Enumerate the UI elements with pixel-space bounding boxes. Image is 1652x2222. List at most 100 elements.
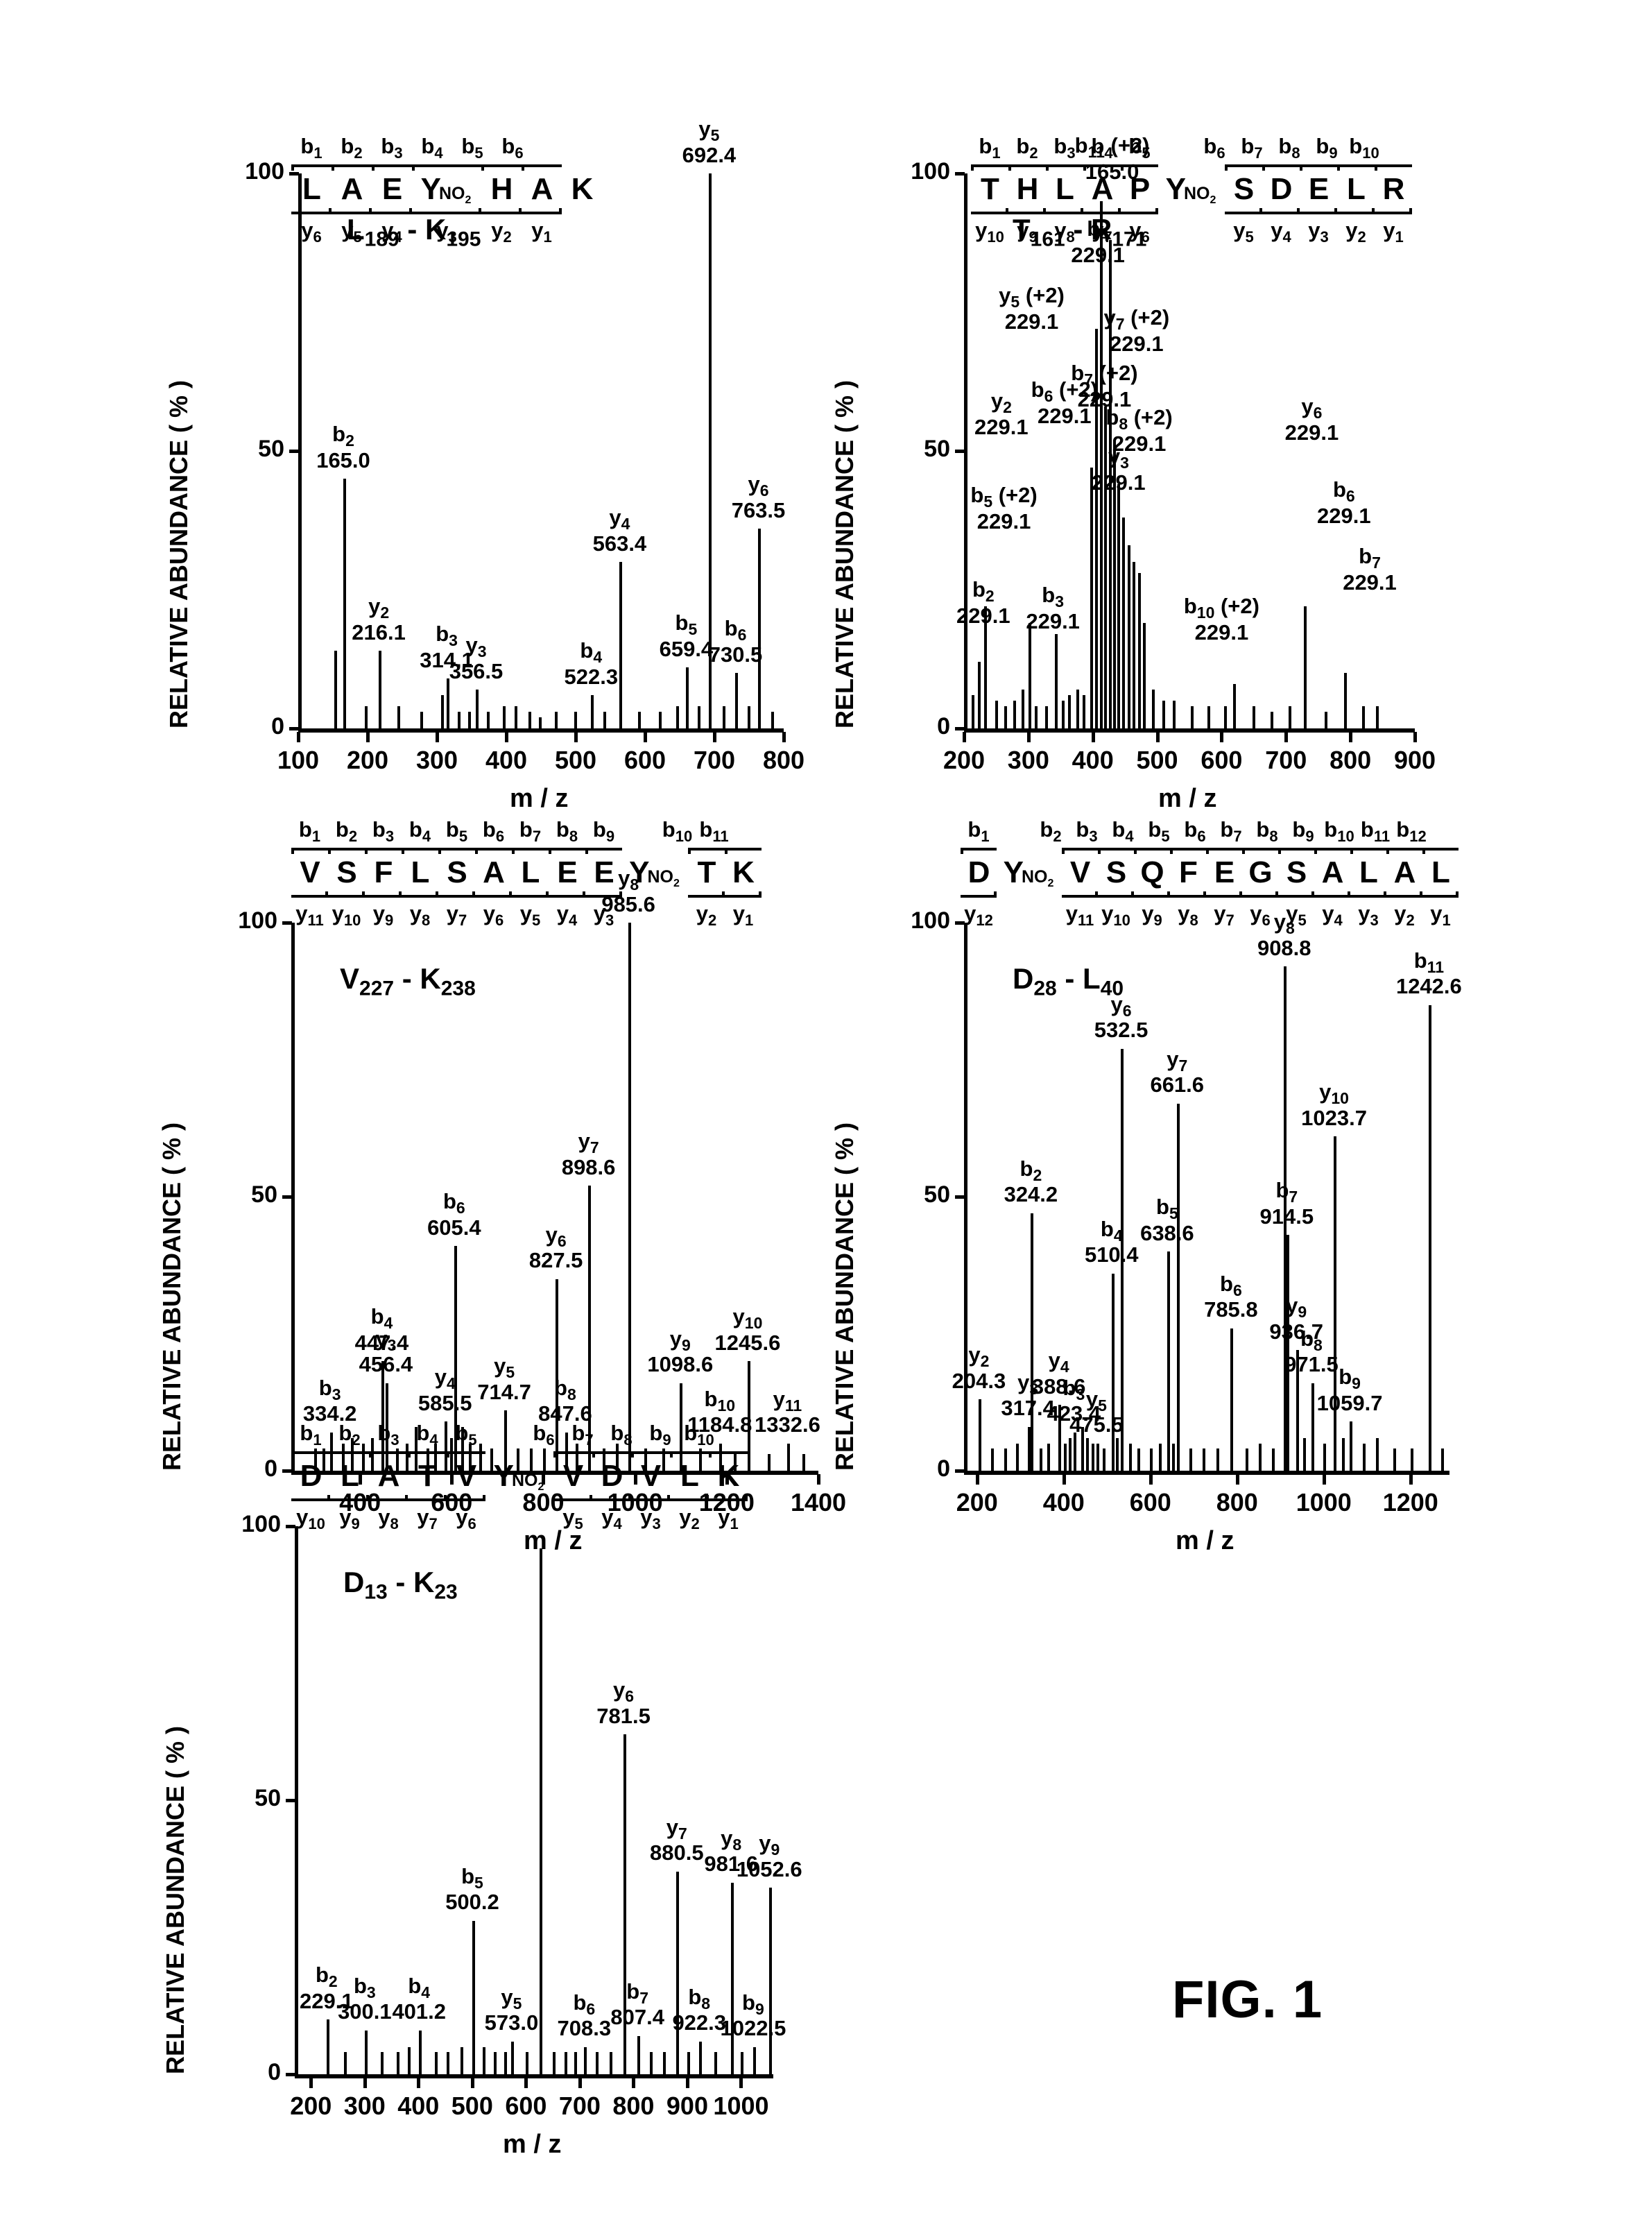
residue-D-1: D [291,1456,330,1496]
spectrum-peak [408,2047,411,2075]
figure-root: b1b2b3b4b5b6LAEYNO2HAKy6y5y4y3y2y1050100… [0,0,1652,2222]
b-cleavage-tick [670,1451,709,1458]
residue-L-2: L [330,1456,369,1496]
spectrum-peak [494,2052,497,2074]
residue-L-10: L [670,1456,709,1496]
b-ion-label-b10: b10 [680,1422,719,1448]
peak-annotation-y6: y6781.5 [568,1679,679,1727]
residue-letter: K [718,1461,739,1492]
b-ion-spacer [485,1422,524,1448]
y-cleavage-tick [291,1495,330,1501]
residue-V-5: V [447,1456,485,1496]
b-cleavage-tick [447,1451,485,1458]
residue-letter: V [563,1461,583,1492]
figure-caption: FIG. 1 [1172,1974,1323,2026]
spectrum-peak [565,2052,567,2074]
residue-letter: L [680,1461,698,1492]
spectrum-peak [699,2042,702,2074]
x-tick-label-1000: 1000 [699,2094,782,2119]
residue-letter: V [456,1461,476,1492]
spectrum-peak [553,2052,556,2074]
spectrum-peak [687,2052,690,2074]
spectrum-peak [435,2052,438,2074]
residue-letter: A [378,1461,399,1492]
spectrum-peak [365,2031,368,2074]
panel-5: b1b2b3b4b5 b6b7b8b9b10DLATVYNO2VDVLKy10y… [0,0,1652,2222]
x-tick-300 [363,2078,367,2088]
nitration-modification-label: NO2 [512,1472,544,1493]
panel-5-y-axis-title: RELATIVE ABUNDANCE ( % ) [163,1726,188,2074]
x-tick-900 [686,2078,689,2088]
residue-letter: D [601,1461,623,1492]
b-cleavage-tick [291,1451,330,1458]
spectrum-peak [483,2047,485,2075]
b-cleavage-tick [592,1451,631,1458]
b-ion-label-b6: b6 [524,1422,563,1448]
x-tick-200 [309,2078,313,2088]
y-tick-label-50: 50 [184,1786,281,1810]
b-cleavage-tick [709,1451,748,1458]
residue-letter: L [341,1461,359,1492]
spectrum-peak [741,2052,743,2074]
spectrum-peak [650,2052,653,2074]
spectrum-peak [714,2052,717,2074]
spectrum-peak [753,2047,756,2075]
b-cleavage-tick [553,1451,592,1458]
residue-K-11: K [709,1456,748,1496]
spectrum-peak [574,2052,577,2074]
x-tick-800 [632,2078,635,2088]
x-tick-400 [417,2078,420,2088]
spectrum-peak [584,2047,587,2075]
b-ion-label-b2: b2 [330,1422,369,1448]
b-cleavage-tick [369,1451,408,1458]
x-tick-700 [578,2078,582,2088]
y-cleavage-tick [447,1495,485,1501]
residue-T-4: T [408,1456,447,1496]
x-tick-500 [471,2078,474,2088]
spectrum-peak [327,2019,329,2074]
spectrum-peak [344,2052,347,2074]
residue-letter: D [300,1461,322,1492]
y-cleavage-tick [408,1495,447,1501]
spectrum-peak [676,1872,679,2074]
spectrum-peak [731,1883,734,2075]
y-cleavage-tick [330,1495,369,1501]
spectrum-peak [397,2052,399,2074]
y-tick-50 [286,1799,295,1802]
spectrum-peak [596,2052,599,2074]
y-cleavage-tick [631,1495,670,1501]
b-cleavage-tick [330,1451,369,1458]
y-tick-100 [286,1525,295,1528]
spectrum-peak [769,1888,772,2074]
y-cleavage-tick [709,1495,748,1501]
peak-annotation-b5: b5500.2 [417,1865,528,1913]
b-ion-label-b1: b1 [291,1422,330,1448]
residue-V-9: V [631,1456,670,1496]
panel-5-x-axis-title: m / z [503,2131,561,2157]
b-cleavage-tick [408,1451,447,1458]
spectrum-peak [461,2047,463,2075]
b-ion-label-b5: b5 [447,1422,485,1448]
spectrum-peak [526,2052,528,2074]
residue-A-3: A [369,1456,408,1496]
residue-D-8: D [592,1456,631,1496]
b-ion-label-b9: b9 [641,1422,680,1448]
b-ion-label-b4: b4 [408,1422,447,1448]
y-cleavage-tick [592,1495,631,1501]
y-tick-label-100: 100 [184,1512,281,1536]
spectrum-peak [511,2042,514,2074]
b-ion-label-b7: b7 [563,1422,602,1448]
residue-V-7: V [553,1456,592,1496]
spectrum-peak [381,2052,384,2074]
b-cleavage-tick [631,1451,670,1458]
panel-5-b-ion-row: b1b2b3b4b5 b6b7b8b9b10 [291,1422,748,1448]
spectrum-peak [663,2052,666,2074]
peak-annotation-b9: b91022.5 [698,1992,809,2040]
x-tick-1000 [739,2078,743,2088]
y-tick-label-0: 0 [184,2060,281,2084]
y-cleavage-tick [553,1495,592,1501]
spectrum-peak [504,2052,507,2074]
residue-letter: V [641,1461,660,1492]
y-tick-0 [286,2073,295,2076]
y-cleavage-tick [670,1495,709,1501]
